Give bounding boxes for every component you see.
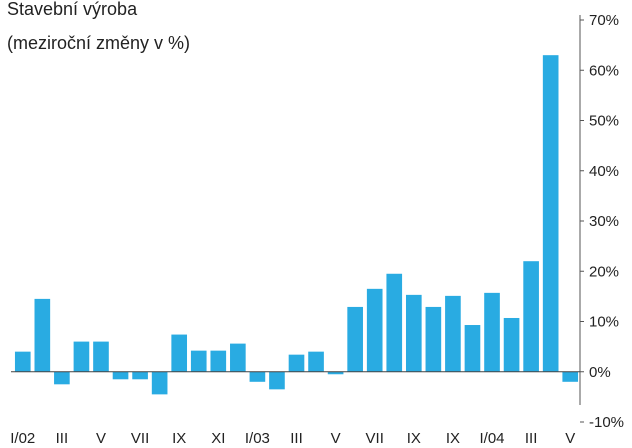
bar (366, 288, 383, 372)
bar (171, 334, 188, 372)
bar (503, 317, 520, 372)
x-tick-label: III (56, 430, 69, 447)
y-tick-label: 50% (589, 113, 619, 130)
bar (190, 350, 207, 372)
bar (14, 351, 31, 372)
chart-title: Stavební výroba (7, 0, 138, 19)
y-tick-label: 40% (589, 163, 619, 180)
bar (34, 298, 51, 372)
x-tick-label: I/03 (245, 430, 270, 447)
chart-subtitle: (meziroční změny v %) (7, 33, 190, 53)
bar (230, 343, 246, 372)
y-tick-label: 10% (589, 314, 619, 331)
x-tick-label: III (525, 430, 538, 447)
x-tick-label: I/02 (10, 430, 35, 447)
bar (562, 371, 579, 382)
y-tick-label: -10% (589, 414, 624, 431)
bar (484, 292, 500, 372)
bar (347, 306, 363, 372)
x-tick-label: V (331, 430, 341, 447)
bar (327, 371, 344, 375)
bar (308, 351, 324, 372)
bar (73, 341, 90, 372)
x-tick-label: IX (446, 430, 460, 447)
y-tick-label: 60% (589, 62, 619, 79)
x-tick-label: V (96, 430, 106, 447)
y-tick-label: 20% (589, 263, 619, 280)
x-tick-label: XI (211, 430, 225, 447)
bar (249, 371, 266, 382)
x-tick-label: V (565, 430, 575, 447)
y-tick-label: 30% (589, 213, 619, 230)
bar (425, 306, 442, 372)
bar (523, 261, 539, 372)
bar (132, 371, 148, 380)
bar (93, 341, 109, 372)
bar (288, 354, 305, 372)
bar (112, 371, 129, 380)
x-tick-label: III (290, 430, 303, 447)
bar (405, 294, 422, 372)
bar (210, 350, 227, 372)
bar (269, 371, 285, 390)
x-tick-label: IX (407, 430, 421, 447)
bar (542, 55, 559, 372)
y-tick-label: 0% (589, 364, 611, 381)
x-tick-label: VII (366, 430, 384, 447)
x-tick-label: VII (131, 430, 149, 447)
y-tick-label: 70% (589, 12, 619, 29)
bar (445, 295, 461, 372)
x-tick-label: I/04 (480, 430, 505, 447)
bar (464, 325, 481, 372)
x-tick-label: IX (172, 430, 186, 447)
bar (151, 371, 168, 395)
bar (54, 371, 70, 385)
bar (386, 273, 403, 372)
